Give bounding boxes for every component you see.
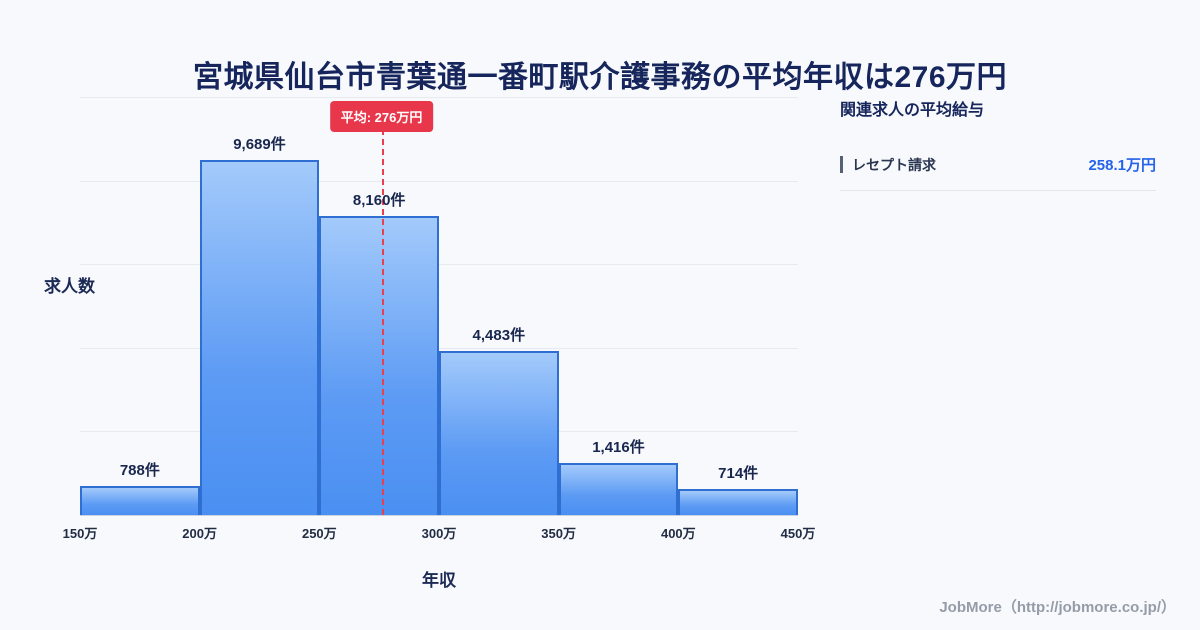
- histogram-bar[interactable]: [439, 350, 559, 515]
- footer-credit: JobMore（http://jobmore.co.jp/）: [939, 599, 1176, 616]
- histogram-bar[interactable]: [678, 488, 798, 515]
- histogram-bar[interactable]: [558, 463, 679, 515]
- histogram-bar[interactable]: [80, 486, 200, 515]
- bar-value-label: 1,416件: [592, 439, 645, 457]
- x-tick-label: 300万: [421, 526, 457, 541]
- related-job-row[interactable]: レセプト請求 258.1万円: [840, 154, 1156, 175]
- bar-value-label: 4,483件: [472, 326, 526, 344]
- x-tick-label: 350万: [541, 526, 577, 541]
- average-badge: 平均: 276万円: [329, 101, 434, 132]
- histogram-bar[interactable]: [319, 215, 439, 515]
- bar-value-label: 714件: [718, 464, 759, 482]
- x-tick-label: 200万: [182, 526, 218, 541]
- histogram-bar[interactable]: [199, 159, 320, 515]
- related-jobs-panel: 関連求人の平均給与 レセプト請求 258.1万円: [840, 96, 1156, 191]
- panel-heading: 関連求人の平均給与: [840, 102, 985, 119]
- gridline: [80, 264, 798, 266]
- gridline: [80, 180, 798, 182]
- x-axis-label: 年収: [422, 571, 456, 590]
- average-line: [381, 129, 384, 515]
- gridline: [80, 97, 798, 98]
- x-tick-label: 250万: [301, 526, 337, 541]
- related-job-label: レセプト請求: [852, 156, 936, 173]
- x-tick-label: 150万: [62, 526, 98, 541]
- bar-value-label: 8,160件: [352, 191, 406, 209]
- accent-bar: [840, 156, 843, 173]
- y-axis-label: 求人数: [44, 277, 95, 296]
- bar-value-label: 788件: [119, 462, 160, 480]
- x-tick-label: 400万: [660, 526, 696, 541]
- bar-value-label: 9,689件: [233, 135, 286, 153]
- page-title: 宮城県仙台市青葉通一番町駅介護事務の平均年収は276万円: [192, 61, 1008, 95]
- related-job-value: 258.1万円: [1088, 157, 1156, 174]
- panel-divider: [840, 190, 1156, 191]
- plot-area: 平均: 276万円 788件 9,689件 8,160件 4,483件 1,416件 71…: [63, 97, 815, 541]
- gridline: [80, 347, 798, 349]
- x-tick-label: 450万: [780, 526, 816, 541]
